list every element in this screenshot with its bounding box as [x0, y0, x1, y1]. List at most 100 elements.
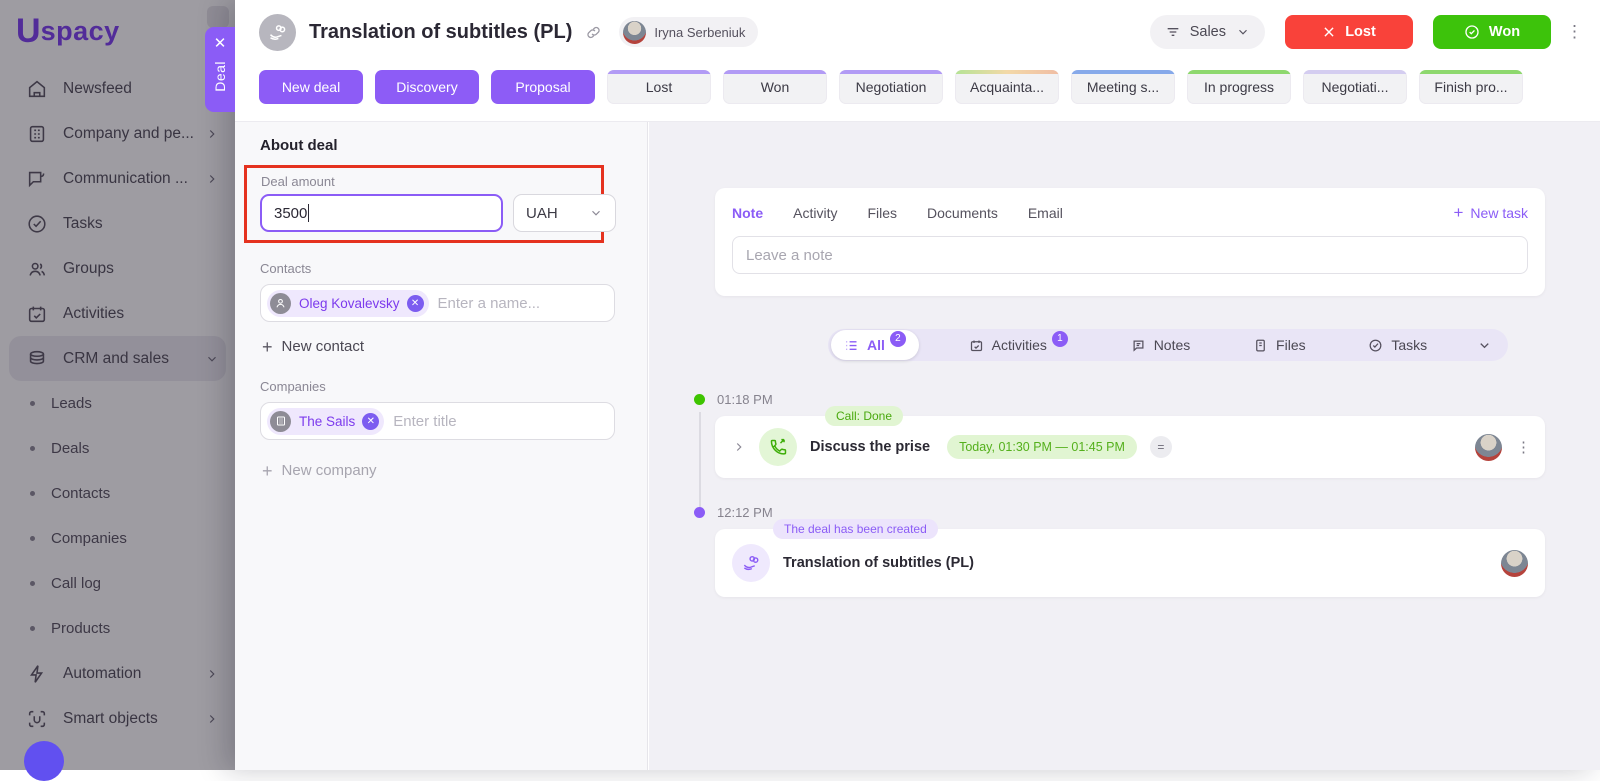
modal-backdrop[interactable]: [0, 0, 235, 770]
sidebar-item-call-log[interactable]: Call log: [0, 561, 235, 606]
tab-files[interactable]: Files: [867, 205, 898, 221]
timeline-dot-purple: [694, 507, 705, 518]
stage-accent: [723, 70, 827, 74]
new-task-button[interactable]: + New task: [1453, 203, 1528, 222]
stage-tab-acquaintance[interactable]: Acquainta...: [955, 70, 1059, 104]
stage-button-new-deal[interactable]: New deal: [259, 70, 363, 104]
lost-button[interactable]: Lost: [1285, 15, 1413, 49]
event-status-badge: Call: Done: [825, 406, 904, 426]
pipeline-stages: New deal Discovery Proposal Lost Won Neg…: [259, 70, 1580, 104]
won-button[interactable]: Won: [1433, 15, 1551, 49]
deal-amount-input[interactable]: 3500: [260, 194, 503, 232]
sidebar-item-smart-objects[interactable]: Smart objects: [0, 696, 235, 741]
check-circle-icon: [1465, 25, 1479, 39]
owner-chip[interactable]: Iryna Serbeniuk: [619, 17, 759, 47]
sidebar-item-deals[interactable]: Deals: [0, 426, 235, 471]
timeline-event-call[interactable]: Call: Done Discuss the prise Today, 01:3…: [715, 406, 1545, 478]
chevron-right-icon: [205, 172, 219, 186]
deal-icon: [269, 24, 286, 40]
person-icon: [270, 292, 291, 314]
plus-icon: +: [262, 460, 273, 481]
sidebar-item-contacts[interactable]: Contacts: [0, 471, 235, 516]
stage-accent: [955, 70, 1059, 74]
chevron-right-icon[interactable]: [732, 440, 746, 454]
chevron-right-icon: [205, 127, 219, 141]
building-icon: [26, 123, 48, 145]
new-contact-button[interactable]: + New contact: [262, 336, 365, 357]
about-deal-panel: About deal Deal amount 3500 UAH Contacts…: [235, 122, 648, 770]
companies-label: Companies: [260, 379, 326, 394]
deal-icon: [732, 544, 770, 582]
timeline-line: [699, 412, 701, 512]
priority-badge: =: [1149, 436, 1172, 458]
composer-card: Note Activity Files Documents Email + Ne…: [715, 188, 1545, 296]
sidebar-item-companies[interactable]: Companies: [0, 516, 235, 561]
remove-chip-icon[interactable]: ✕: [362, 412, 380, 430]
new-company-button[interactable]: + New company: [262, 460, 377, 481]
filter-tasks[interactable]: Tasks: [1355, 332, 1440, 358]
tab-documents[interactable]: Documents: [927, 205, 998, 221]
timeline-event-created[interactable]: The deal has been created Translation of…: [715, 519, 1545, 597]
stage-accent: [607, 70, 711, 74]
sidebar-item-leads[interactable]: Leads: [0, 381, 235, 426]
company-chip[interactable]: The Sails ✕: [267, 407, 385, 435]
sidebar-item-groups[interactable]: Groups: [0, 246, 235, 291]
tab-email[interactable]: Email: [1027, 205, 1063, 221]
contact-placeholder: Enter a name...: [437, 294, 541, 312]
home-icon: [26, 78, 48, 100]
filter-files[interactable]: Files: [1240, 332, 1319, 358]
bullet-icon: [30, 491, 35, 496]
companies-input[interactable]: The Sails ✕ Enter title: [260, 402, 615, 440]
filter-notes[interactable]: Notes: [1118, 332, 1204, 358]
sidebar-item-crm-and-sales[interactable]: CRM and sales: [9, 336, 226, 381]
filter-activities[interactable]: Activities 1: [956, 331, 1081, 358]
stage-tab-lost[interactable]: Lost: [607, 70, 711, 104]
stage-accent: [1419, 70, 1523, 74]
tab-activity[interactable]: Activity: [793, 205, 838, 221]
event-time: 12:12 PM: [717, 505, 773, 520]
currency-select[interactable]: UAH: [513, 194, 616, 232]
stage-button-proposal[interactable]: Proposal: [491, 70, 595, 104]
link-icon[interactable]: [585, 24, 602, 41]
tab-note[interactable]: Note: [732, 205, 764, 221]
deal-slideover-panel: ✕ Deal Translation of subtitles (PL) Iry…: [205, 0, 1600, 770]
sidebar-item-products[interactable]: Products: [0, 606, 235, 651]
remove-chip-icon[interactable]: ✕: [406, 294, 424, 312]
sidebar-item-activities[interactable]: Activities: [0, 291, 235, 336]
sidebar-collapse-button[interactable]: [207, 6, 229, 28]
bullet-icon: [30, 626, 35, 631]
uspacy-logo[interactable]: U spacy: [16, 12, 120, 50]
timeline-filter-bar: All 2 Activities 1 Notes Files T: [828, 329, 1508, 361]
filter-all[interactable]: All 2: [831, 330, 919, 360]
close-icon[interactable]: ✕: [213, 35, 227, 52]
note-input[interactable]: Leave a note: [732, 236, 1528, 274]
more-menu-button[interactable]: ⋮: [1566, 22, 1583, 41]
avatar: [1501, 549, 1528, 577]
count-badge: 2: [889, 331, 906, 347]
deal-side-tab[interactable]: ✕ Deal: [205, 27, 235, 112]
lightning-icon: [26, 663, 48, 685]
stage-tab-negotiation[interactable]: Negotiation: [839, 70, 943, 104]
deal-tab-label: Deal: [212, 61, 228, 92]
help-fab-button[interactable]: [24, 741, 64, 781]
deal-amount-label: Deal amount: [261, 174, 335, 189]
chevron-down-icon: [205, 352, 219, 366]
sidebar-item-tasks[interactable]: Tasks: [0, 201, 235, 246]
stage-tab-negotiation-2[interactable]: Negotiati...: [1303, 70, 1407, 104]
stage-tab-finish[interactable]: Finish pro...: [1419, 70, 1523, 104]
funnel-select[interactable]: Sales: [1149, 15, 1265, 49]
chevron-down-icon[interactable]: [1477, 338, 1492, 353]
stage-tab-in-progress[interactable]: In progress: [1187, 70, 1291, 104]
sidebar-item-automation[interactable]: Automation: [0, 651, 235, 696]
stage-button-discovery[interactable]: Discovery: [375, 70, 479, 104]
sidebar-item-communication[interactable]: Communication ...: [0, 156, 235, 201]
sidebar-item-company-and-people[interactable]: Company and pe...: [0, 111, 235, 156]
stage-tab-won[interactable]: Won: [723, 70, 827, 104]
chevron-right-icon: [205, 667, 219, 681]
contacts-input[interactable]: Oleg Kovalevsky ✕ Enter a name...: [260, 284, 615, 322]
stage-tab-meeting[interactable]: Meeting s...: [1071, 70, 1175, 104]
contact-chip[interactable]: Oleg Kovalevsky ✕: [267, 289, 429, 317]
chevron-down-icon: [1236, 25, 1250, 39]
sidebar-item-newsfeed[interactable]: Newsfeed: [0, 66, 235, 111]
more-menu-button[interactable]: ⋮: [1516, 438, 1531, 456]
